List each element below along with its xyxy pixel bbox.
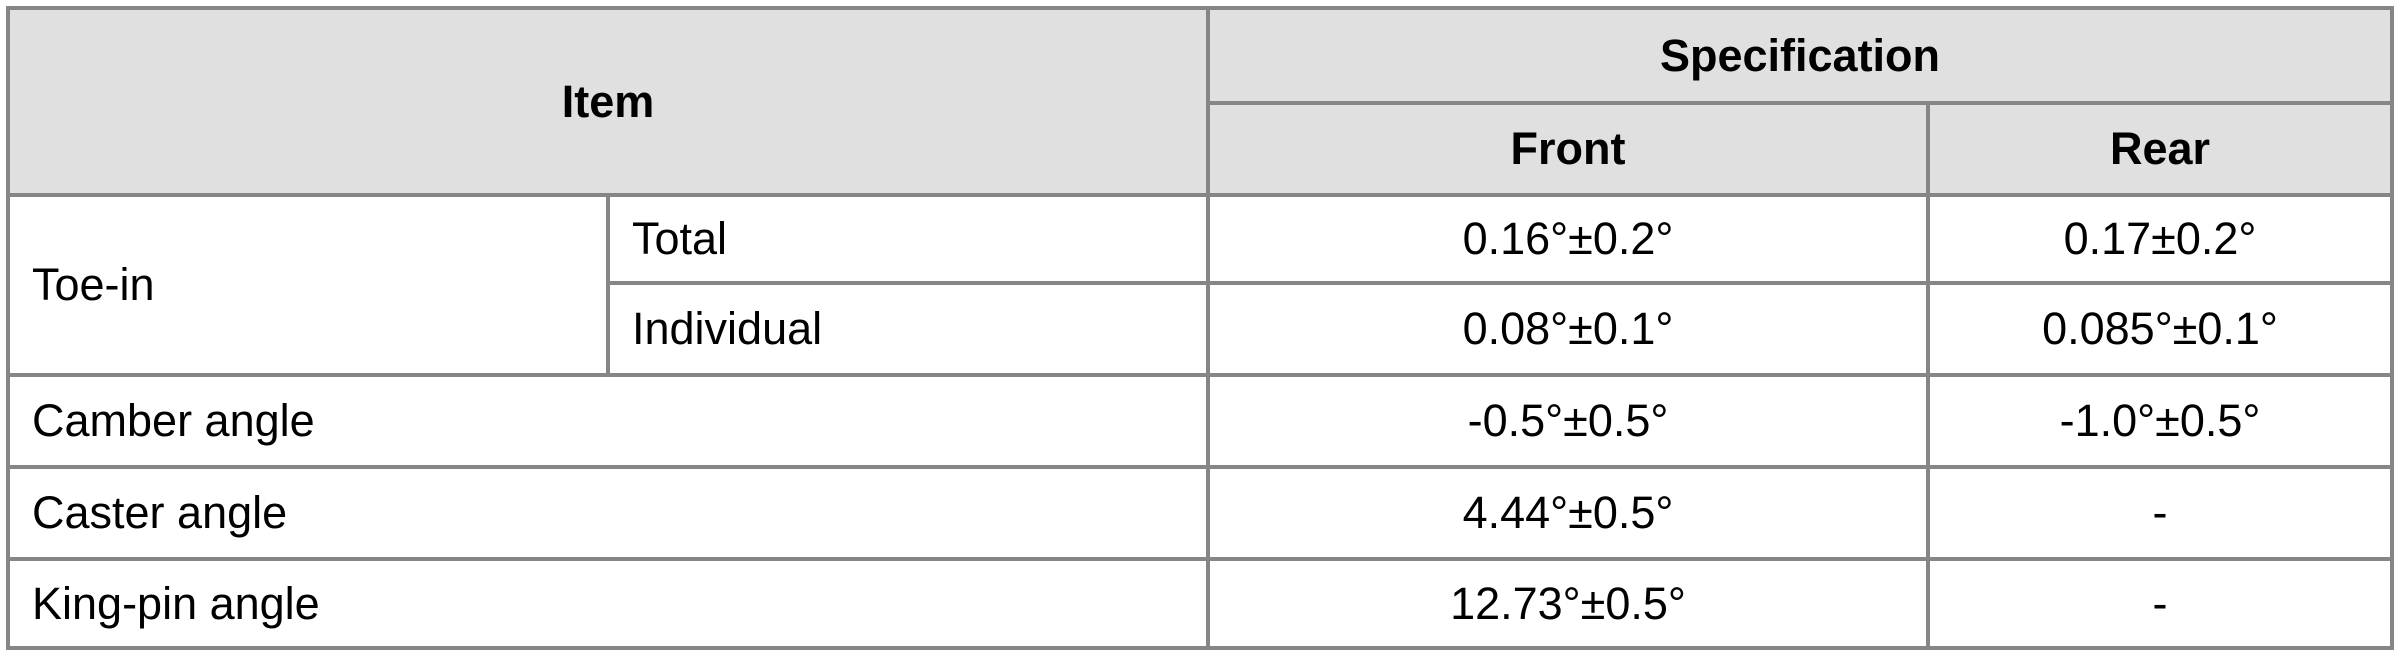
- cell-front-caster-angle: 4.44°±0.5°: [1206, 465, 1930, 561]
- table-row-toe-in-individual: Individual 0.08°±0.1° 0.085°±0.1°: [8, 281, 2394, 377]
- cell-item-camber-angle: Camber angle: [6, 373, 1210, 469]
- cell-rear-caster-angle: -: [1925, 465, 2394, 561]
- header-row-2: Front Rear: [8, 101, 2394, 197]
- header-item: Item: [6, 6, 1210, 197]
- cell-sub-individual: Individual: [606, 281, 1210, 377]
- header-specification: Specification: [1205, 6, 2394, 105]
- table-row-caster-angle: Caster angle 4.44°±0.5° -: [6, 465, 2394, 561]
- table-row-toe-in-total: Toe-in Total 0.16°±0.2° 0.17±0.2°: [6, 193, 2394, 377]
- cell-sub-total: Total: [606, 193, 1210, 285]
- cell-item-king-pin-angle: King-pin angle: [6, 557, 1210, 650]
- cell-rear-camber-angle: -1.0°±0.5°: [1925, 373, 2394, 469]
- cell-front-camber-angle: -0.5°±0.5°: [1206, 373, 1930, 469]
- cell-rear-king-pin-angle: -: [1925, 557, 2394, 650]
- header-front: Front: [1206, 101, 1930, 197]
- cell-item-caster-angle: Caster angle: [6, 465, 1210, 561]
- header-row-1: Item Specification: [6, 6, 2394, 197]
- cell-front-toe-in-individual: 0.08°±0.1°: [1206, 281, 1930, 377]
- cell-front-king-pin-angle: 12.73°±0.5°: [1206, 557, 1930, 650]
- cell-front-toe-in-total: 0.16°±0.2°: [1206, 193, 1930, 285]
- cell-rear-toe-in-individual: 0.085°±0.1°: [1925, 281, 2394, 377]
- cell-rear-toe-in-total: 0.17±0.2°: [1925, 193, 2394, 285]
- table-row-camber-angle: Camber angle -0.5°±0.5° -1.0°±0.5°: [6, 373, 2394, 469]
- header-rear: Rear: [1925, 101, 2394, 197]
- table-row-king-pin-angle: King-pin angle 12.73°±0.5° -: [6, 557, 2394, 650]
- alignment-spec-table: Item Specification Front Rear Toe-in Tot…: [6, 6, 2394, 650]
- cell-item-toe-in: Toe-in: [6, 193, 610, 377]
